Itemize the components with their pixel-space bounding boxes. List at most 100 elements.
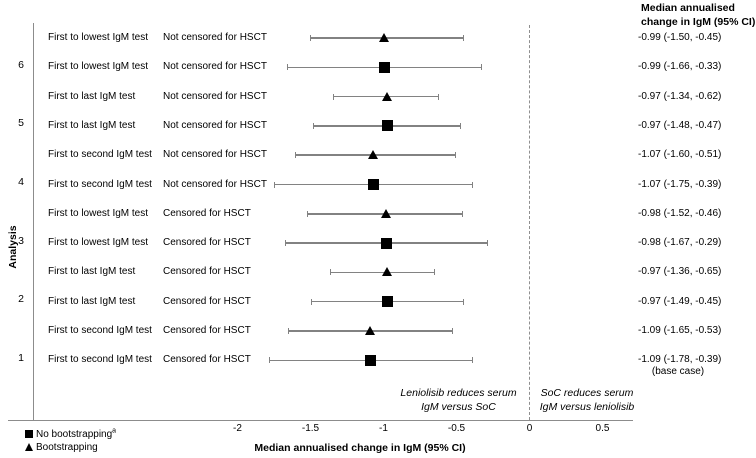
ci-cap-right	[480, 64, 482, 71]
ci-cap-left	[286, 64, 288, 71]
measure-label: First to last IgM test	[48, 90, 136, 102]
measure-label: First to last IgM test	[48, 119, 136, 131]
censoring-label: Not censored for HSCT	[163, 90, 267, 102]
x-tick-label: 0	[526, 423, 533, 434]
censoring-label: Not censored for HSCT	[163, 119, 267, 131]
marker-triangle	[382, 267, 393, 277]
x-axis-line	[8, 420, 633, 421]
legend: No bootstrappinga Bootstrapping	[25, 427, 117, 454]
analysis-number: 2	[18, 293, 24, 306]
annotation-leniolisib-reduces: Leniolisib reduces serum IgM versus SoC	[398, 387, 519, 414]
censoring-label: Censored for HSCT	[163, 207, 251, 219]
analysis-number: 4	[18, 176, 24, 188]
measure-label: First to lowest IgM test	[48, 207, 149, 219]
value-column-header-line2: change in IgM (95% CI)	[641, 15, 756, 28]
marker-square	[380, 237, 392, 249]
x-tick-label: -2	[233, 423, 242, 434]
ci-cap-right	[472, 181, 474, 188]
x-tick-label: -1.5	[301, 423, 320, 434]
measure-label: First to lowest IgM test	[48, 61, 149, 73]
triangle-marker-icon	[25, 443, 33, 451]
censoring-label: Not censored for HSCT	[163, 32, 267, 43]
ci-cap-left	[285, 240, 287, 247]
measure-label: First to second IgM test	[48, 178, 152, 190]
ci-cap-left	[312, 122, 314, 129]
marker-triangle	[379, 33, 390, 42]
ci-cap-left	[288, 328, 290, 334]
value-label: -0.99 (-1.50, -0.45)	[638, 32, 722, 43]
ci-cap-right	[451, 328, 453, 334]
legend-footnote-marker: a	[112, 427, 117, 435]
marker-triangle	[382, 91, 393, 101]
value-column-header: Median annualised change in IgM (95% CI)	[641, 2, 755, 29]
ci-cap-right	[463, 298, 465, 305]
annotation-line: SoC reduces serum	[540, 387, 634, 399]
value-label: -1.07 (-1.75, -0.39)	[638, 178, 722, 190]
ci-cap-left	[295, 152, 297, 159]
legend-item-no-bootstrapping: No bootstrappinga	[25, 427, 117, 440]
value-label: -0.98 (-1.52, -0.46)	[638, 207, 722, 219]
measure-label: First to lowest IgM test	[48, 237, 149, 249]
ci-cap-right	[434, 269, 436, 276]
ci-cap-right	[454, 152, 456, 159]
value-label: -0.97 (-1.48, -0.47)	[638, 119, 722, 131]
measure-label: First to second IgM test	[48, 149, 152, 161]
annotation-line: IgM versus SoC	[421, 400, 496, 413]
value-label: -0.99 (-1.66, -0.33)	[638, 61, 722, 73]
ci-cap-left	[310, 35, 311, 41]
censoring-label: Censored for HSCT	[163, 295, 251, 307]
ci-cap-left	[330, 269, 332, 276]
marker-triangle	[364, 326, 375, 335]
x-tick-label: -0.5	[447, 423, 466, 434]
square-marker-icon	[25, 430, 33, 438]
value-label: -1.09 (-1.78, -0.39)	[638, 354, 722, 366]
ci-cap-left	[307, 210, 309, 217]
value-label: -0.98 (-1.67, -0.29)	[638, 237, 722, 249]
analysis-number: 1	[18, 351, 24, 364]
x-tick-label: 0.5	[595, 423, 610, 434]
ci-cap-right	[438, 93, 440, 100]
x-tick-label: -1	[379, 423, 388, 434]
measure-label: First to second IgM test	[48, 354, 152, 366]
ci-cap-right	[461, 210, 463, 217]
annotation-line: Leniolisib reduces serum	[400, 387, 517, 399]
marker-triangle	[367, 150, 378, 160]
censoring-label: Censored for HSCT	[163, 237, 251, 249]
censoring-label: Censored for HSCT	[163, 266, 251, 278]
measure-label: First to last IgM test	[48, 295, 136, 307]
censoring-label: Not censored for HSCT	[163, 61, 267, 73]
censoring-label: Censored for HSCT	[163, 325, 251, 336]
value-label: -1.09 (-1.65, -0.53)	[638, 325, 722, 336]
annotation-soc-reduces: SoC reduces serum IgM versus leniolisib	[531, 387, 643, 414]
ci-cap-left	[273, 181, 275, 188]
ci-cap-left	[311, 298, 313, 305]
ci-cap-right	[463, 35, 465, 41]
ci-cap-right	[486, 240, 488, 247]
x-axis-title: Median annualised change in IgM (95% CI)	[254, 442, 466, 454]
marker-square	[364, 354, 376, 366]
value-label: -1.07 (-1.60, -0.51)	[638, 149, 722, 161]
base-case-note: (base case)	[651, 366, 705, 378]
annotation-line: IgM versus leniolisib	[539, 400, 635, 413]
measure-label: First to lowest IgM test	[48, 32, 149, 43]
ci-cap-left	[333, 93, 335, 100]
analysis-number: 5	[18, 117, 24, 130]
legend-label: No bootstrappinga	[36, 427, 117, 440]
censoring-label: Not censored for HSCT	[163, 178, 267, 190]
censoring-label: Censored for HSCT	[163, 354, 251, 366]
analysis-number: 3	[18, 234, 24, 247]
measure-label: First to last IgM test	[48, 266, 136, 278]
analysis-number: 6	[18, 58, 24, 71]
legend-item-bootstrapping: Bootstrapping	[25, 441, 116, 453]
marker-square	[382, 296, 394, 308]
ci-cap-right	[472, 357, 474, 364]
value-column-header-line1: Median annualised	[641, 2, 735, 14]
zero-reference-line	[529, 25, 530, 420]
marker-square	[367, 179, 379, 190]
value-label: -0.97 (-1.36, -0.65)	[638, 266, 722, 278]
legend-label: Bootstrapping	[36, 441, 98, 453]
measure-label: First to second IgM test	[48, 325, 152, 336]
censoring-label: Not censored for HSCT	[163, 149, 267, 161]
